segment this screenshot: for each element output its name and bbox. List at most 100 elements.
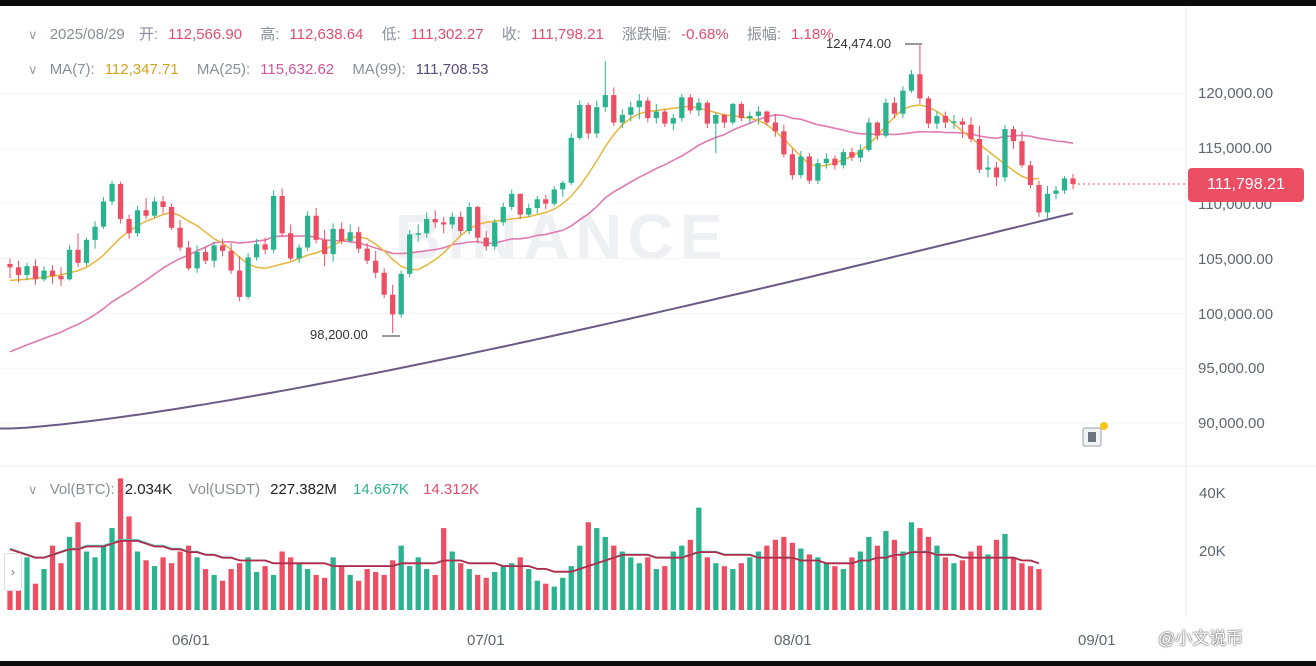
candle-body — [100, 201, 107, 227]
volume-bar — [296, 563, 302, 610]
candle-body — [713, 114, 719, 124]
candle-body — [1019, 141, 1025, 166]
volume-bar — [560, 577, 566, 610]
volume-bar — [789, 542, 796, 610]
candle-body — [560, 182, 566, 190]
volume-bar — [83, 551, 90, 610]
change-value: -0.68% — [681, 26, 729, 43]
low-value: 111,302.27 — [410, 26, 484, 43]
binance-watermark: BINANCE — [395, 201, 729, 273]
volume-bar — [160, 557, 166, 610]
candle-body — [840, 152, 847, 166]
candle-body — [662, 111, 668, 124]
amp-value: 1.18% — [791, 26, 834, 43]
candle-body — [1053, 190, 1059, 194]
volume-bar — [1010, 557, 1017, 610]
volume-bar — [381, 574, 387, 610]
volume-bar — [534, 580, 540, 610]
candle-body — [976, 138, 983, 170]
candle-body — [211, 245, 217, 261]
candle-body — [925, 98, 932, 124]
volume-bar — [58, 563, 64, 610]
last-price-tag: 111,798.21 — [1188, 168, 1304, 202]
candle-body — [857, 149, 864, 158]
chevron-down-icon[interactable]: ∨ — [28, 27, 38, 42]
volume-bar — [424, 569, 430, 610]
candle-body — [185, 247, 192, 269]
candle-body — [653, 111, 659, 119]
volume-bar — [721, 566, 727, 610]
vol-y-tick: 40K — [1199, 485, 1226, 502]
volume-bar — [305, 569, 311, 610]
volume-bar — [738, 563, 744, 610]
candle-body — [109, 183, 115, 202]
candle-body — [908, 74, 915, 91]
candle-body — [815, 163, 821, 181]
volume-bar — [15, 574, 22, 610]
candle-body — [509, 193, 515, 207]
volume-bar — [662, 566, 668, 610]
candle-body — [432, 219, 438, 223]
candle-body — [92, 226, 98, 240]
volume-bar — [653, 569, 659, 610]
candle-body — [24, 266, 30, 275]
candle-body — [1027, 165, 1034, 186]
candle-body — [594, 107, 600, 134]
candle-body — [866, 122, 872, 150]
candle-body — [390, 294, 396, 315]
candle-body — [636, 100, 642, 108]
volume-bar — [866, 536, 872, 610]
volume-bar — [322, 577, 328, 610]
candle-body — [968, 124, 974, 139]
volume-bar — [577, 545, 583, 610]
candle-body — [347, 232, 353, 241]
vol-ma2-value: 14.312K — [423, 481, 479, 498]
chevron-down-icon[interactable]: ∨ — [28, 482, 38, 497]
x-tick: 09/01 — [1078, 632, 1116, 649]
volume-bar — [976, 545, 983, 610]
y-tick: 120,000.00 — [1198, 85, 1274, 102]
volume-bar — [883, 531, 889, 610]
panel-expand-button[interactable]: › — [4, 553, 22, 591]
candle-body — [364, 248, 370, 261]
volume-bar — [823, 563, 830, 610]
candle-body — [313, 215, 319, 240]
weibo-watermark: @小文说币 — [1158, 629, 1244, 648]
candle-body — [134, 210, 141, 234]
volume-bar — [339, 566, 345, 610]
volume-bar — [347, 574, 353, 610]
candle-body — [270, 195, 277, 250]
high-annotation: 124,474.00 — [826, 36, 892, 51]
volume-bar — [432, 574, 438, 610]
volume-bar — [151, 566, 158, 610]
candle-body — [398, 273, 404, 315]
candle-body — [993, 167, 1000, 178]
volume-bar — [228, 569, 234, 610]
volume-bar — [75, 522, 81, 610]
candle-body — [730, 103, 736, 123]
volume-bar — [270, 574, 277, 610]
candle-body — [373, 260, 379, 273]
volume-bar — [449, 551, 455, 610]
volume-bar — [1002, 533, 1008, 610]
candle-body — [755, 111, 761, 116]
volume-bar — [517, 557, 523, 610]
candle-body — [551, 189, 557, 204]
y-tick: 115,000.00 — [1198, 140, 1272, 157]
notes-icon[interactable] — [1078, 420, 1108, 450]
volume-bar — [551, 586, 557, 610]
volume-bar — [696, 507, 702, 610]
volume-bar — [236, 563, 243, 610]
volume-bar — [466, 569, 472, 610]
volume-bar — [764, 545, 770, 610]
x-tick: 08/01 — [774, 632, 812, 649]
volume-bar — [398, 545, 404, 610]
chevron-down-icon[interactable]: ∨ — [28, 62, 38, 77]
volume-bar — [219, 580, 226, 610]
volume-bar — [117, 478, 124, 610]
low-annotation: 98,200.00 — [310, 327, 368, 342]
bottom-edge — [0, 661, 1316, 666]
candle-body — [679, 97, 685, 119]
volume-bar — [594, 528, 600, 610]
